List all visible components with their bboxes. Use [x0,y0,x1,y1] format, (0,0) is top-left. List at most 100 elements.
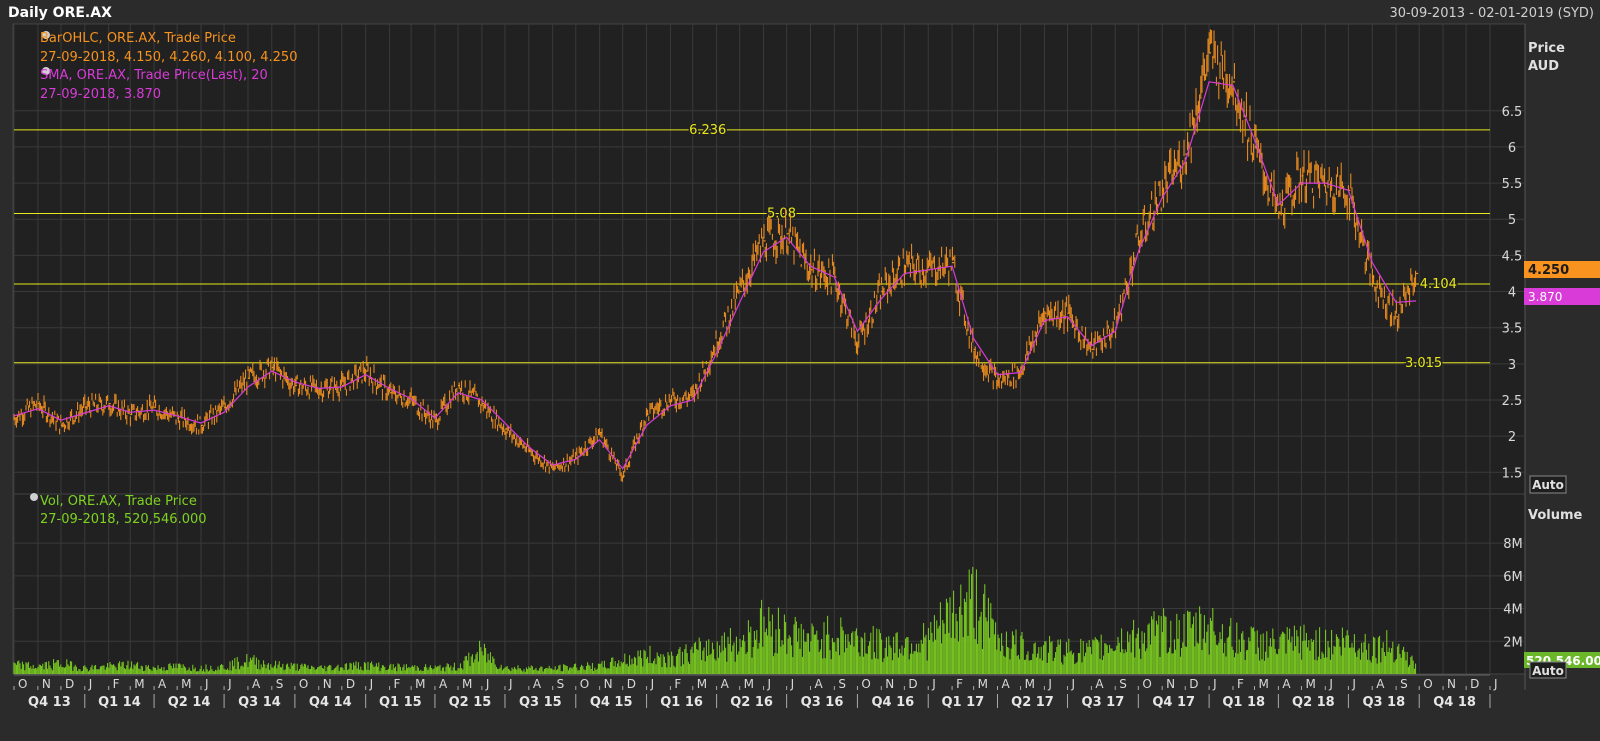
ohlc-legend-values: 27-09-2018, 4.150, 4.260, 4.100, 4.250 [40,50,297,65]
price-tick-label: 3.5 [1502,322,1523,337]
month-tick-label: M [415,677,425,691]
month-tick-label: J [227,677,232,691]
month-tick-label: D [1470,677,1479,691]
month-tick-label: D [65,677,74,691]
month-tick-label: J [1328,677,1333,691]
price-legend: BarOHLC, ORE.AX, Trade Price 27-09-2018,… [40,31,297,102]
volume-tick-label: 2M [1503,635,1523,650]
price-tick-label: 5.5 [1502,177,1523,192]
quarter-label: Q4 15 [590,695,633,710]
price-tick-label: 4.5 [1502,249,1523,264]
sma-badge-text: 3.870 [1528,290,1562,304]
month-tick-label: M [181,677,191,691]
quarter-label: Q1 17 [941,695,984,710]
month-tick-label: S [838,677,846,691]
quarter-label: Q4 13 [28,695,71,710]
sma-legend-values: 27-09-2018, 3.870 [40,87,161,102]
month-tick-label: J [204,677,209,691]
title-bar [0,0,1600,22]
volume-tick-label: 8M [1503,537,1523,552]
month-tick-label: J [485,677,490,691]
price-auto-button[interactable] [1529,475,1567,494]
volume-axis-title: Volume [1528,508,1583,523]
month-tick-label: N [1447,677,1456,691]
legend-dot-icon[interactable] [42,31,50,39]
month-tick-label: O [580,677,589,691]
month-tick-label: J [1047,677,1052,691]
month-tick-label: J [508,677,513,691]
month-tick-label: O [18,677,27,691]
sma-legend-title: SMA, ORE.AX, Trade Price(Last), 20 [40,68,268,83]
chart-title: Daily ORE.AX [8,5,112,21]
month-tick-label: J [790,677,795,691]
quarter-label: Q4 18 [1433,695,1476,710]
volume-legend: Vol, ORE.AX, Trade Price 27-09-2018, 520… [30,493,207,527]
price-tick-label: 6.5 [1502,105,1523,120]
volume-tick-label: 6M [1503,570,1523,585]
price-axis-unit: AUD [1528,59,1559,74]
quarter-label: Q3 17 [1082,695,1125,710]
quarter-label: Q3 15 [519,695,562,710]
month-tick-label: N [885,677,894,691]
month-tick-label: A [533,677,542,691]
legend-dot-icon[interactable] [42,67,50,75]
price-auto-button-label: Auto [1532,478,1564,492]
month-tick-label: M [1259,677,1269,691]
price-axis-title: Price [1528,41,1565,56]
month-tick-label: N [323,677,332,691]
month-tick-label: M [134,677,144,691]
month-tick-label: F [674,677,681,691]
price-tick-label: 1.5 [1502,466,1523,481]
price-tick-label: 2.5 [1502,394,1523,409]
month-tick-label: A [1282,677,1291,691]
month-tick-label: F [956,677,963,691]
quarter-label: Q3 18 [1362,695,1405,710]
month-tick-label: J [88,677,93,691]
month-tick-label: A [252,677,261,691]
date-range: 30-09-2013 - 02-01-2019 (SYD) [1389,6,1594,21]
price-panel[interactable] [12,23,1526,495]
volume-auto-button[interactable] [1529,661,1567,679]
month-tick-label: A [1376,677,1385,691]
quarter-label: Q1 15 [379,695,422,710]
price-tick-label: 3 [1508,358,1516,373]
month-tick-label: M [744,677,754,691]
month-tick-label: A [439,677,448,691]
volume-bars [13,566,1417,674]
price-tick-label: 2 [1508,430,1516,445]
month-tick-label: J [1212,677,1217,691]
month-tick-label: F [1237,677,1244,691]
month-tick-label: O [1142,677,1151,691]
month-tick-label: M [697,677,707,691]
quarter-label: Q2 15 [449,695,492,710]
month-tick-label: M [1025,677,1035,691]
month-tick-label: J [1071,677,1076,691]
quarter-label: Q2 14 [168,695,211,710]
month-tick-label: D [908,677,917,691]
quarter-label: Q1 16 [660,695,703,710]
month-tick-label: S [557,677,565,691]
sma-series-line [13,81,1417,470]
gridlines [13,24,1524,674]
month-tick-label: A [814,677,823,691]
legend-dot-icon[interactable] [30,493,38,501]
month-tick-label: A [1001,677,1010,691]
price-tick-label: 5 [1508,213,1516,228]
volume-axis-ticks: 2M 4M 6M 8M [1503,537,1523,650]
month-tick-label: N [42,677,51,691]
quarter-label: Q2 16 [730,695,773,710]
month-tick-label: F [394,677,401,691]
sma-badge [1524,288,1600,305]
month-tick-label: A [158,677,167,691]
month-tick-label: S [276,677,284,691]
quarter-label: Q3 14 [238,695,281,710]
month-tick-label: A [1095,677,1104,691]
month-tick-label: O [299,677,308,691]
month-tick-label: J [767,677,772,691]
month-tick-label: M [978,677,988,691]
level-label: 3.015 [1405,356,1442,371]
month-tick-label: O [861,677,870,691]
